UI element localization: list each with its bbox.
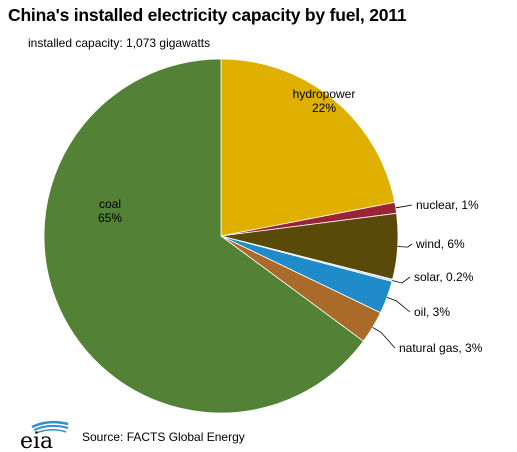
chart-title: China's installed electricity capacity b… bbox=[8, 5, 407, 25]
slice-label-wind: wind, 6% bbox=[415, 237, 465, 251]
leader-line-wind bbox=[397, 243, 413, 248]
eia-logo-text: eia bbox=[20, 429, 53, 450]
slice-label-solar: solar, 0.2% bbox=[414, 270, 474, 284]
slice-label-nuclear: nuclear, 1% bbox=[416, 198, 479, 212]
leader-line-oil bbox=[386, 297, 411, 313]
leader-line-nuclear bbox=[395, 204, 413, 209]
slice-label-oil: oil, 3% bbox=[414, 305, 450, 319]
eia-logo: eia bbox=[20, 420, 69, 450]
leader-line-solar bbox=[392, 276, 411, 284]
pie-slice-hydropower bbox=[220, 58, 396, 237]
slice-label-hydropower: hydropower bbox=[293, 87, 356, 101]
slice-value-hydropower: 22% bbox=[312, 101, 336, 115]
source-note: Source: FACTS Global Energy bbox=[82, 430, 245, 444]
leader-line-natural-gas bbox=[372, 327, 396, 349]
pie-slice-coal bbox=[43, 58, 364, 414]
slice-label-coal: coal bbox=[99, 197, 121, 211]
slice-value-coal: 65% bbox=[98, 211, 122, 225]
slice-label-natural-gas: natural gas, 3% bbox=[399, 341, 483, 355]
chart-subtitle: installed capacity: 1,073 gigawatts bbox=[28, 36, 211, 50]
